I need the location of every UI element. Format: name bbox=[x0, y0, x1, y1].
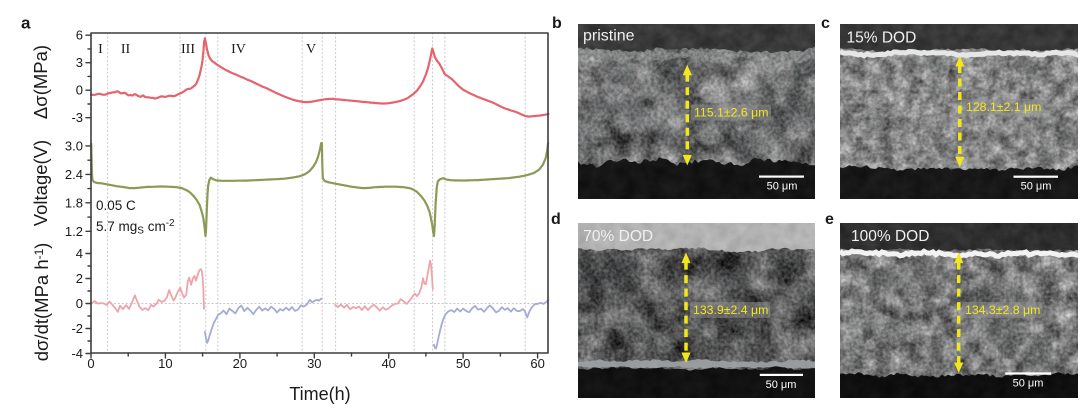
svg-text:128.1±2.1 μm: 128.1±2.1 μm bbox=[966, 100, 1041, 114]
svg-text:Voltage(V): Voltage(V) bbox=[30, 140, 51, 226]
svg-text:30: 30 bbox=[307, 356, 321, 371]
svg-text:15% DOD: 15% DOD bbox=[847, 30, 917, 47]
svg-text:3: 3 bbox=[76, 55, 83, 70]
svg-text:50: 50 bbox=[456, 356, 470, 371]
svg-text:0.05 C: 0.05 C bbox=[96, 198, 136, 213]
svg-text:pristine: pristine bbox=[583, 28, 635, 45]
svg-text:115.1±2.6 μm: 115.1±2.6 μm bbox=[694, 106, 768, 120]
svg-text:20: 20 bbox=[233, 356, 247, 371]
svg-text:50 μm: 50 μm bbox=[1021, 181, 1052, 193]
svg-text:-2: -2 bbox=[71, 321, 83, 336]
svg-text:Δσ(MPa): Δσ(MPa) bbox=[30, 45, 51, 119]
svg-text:50 μm: 50 μm bbox=[766, 379, 797, 391]
svg-text:0: 0 bbox=[87, 356, 94, 371]
svg-text:-4: -4 bbox=[71, 346, 83, 361]
svg-text:133.9±2.4 μm: 133.9±2.4 μm bbox=[693, 303, 768, 317]
svg-text:50 μm: 50 μm bbox=[767, 181, 798, 193]
svg-text:100% DOD: 100% DOD bbox=[851, 228, 929, 245]
svg-text:III: III bbox=[181, 42, 195, 57]
svg-text:3.0: 3.0 bbox=[65, 138, 83, 153]
svg-text:2: 2 bbox=[76, 271, 83, 286]
svg-text:5.7 mgS cm-2: 5.7 mgS cm-2 bbox=[96, 218, 175, 237]
svg-text:IV: IV bbox=[231, 42, 246, 57]
svg-text:70% DOD: 70% DOD bbox=[583, 228, 653, 245]
svg-text:40: 40 bbox=[381, 356, 395, 371]
svg-text:134.3±2.8 μm: 134.3±2.8 μm bbox=[965, 303, 1040, 317]
svg-text:1.2: 1.2 bbox=[65, 224, 83, 239]
svg-text:Time(h): Time(h) bbox=[289, 384, 350, 404]
svg-text:6: 6 bbox=[76, 28, 83, 43]
svg-text:4: 4 bbox=[76, 246, 83, 261]
svg-text:V: V bbox=[306, 42, 316, 57]
svg-text:a: a bbox=[21, 14, 31, 33]
svg-text:2.4: 2.4 bbox=[65, 167, 83, 182]
svg-text:-3: -3 bbox=[71, 110, 83, 125]
svg-text:dσ/dt(MPa h-1): dσ/dt(MPa h-1) bbox=[31, 243, 52, 362]
svg-text:0: 0 bbox=[76, 296, 83, 311]
svg-text:0: 0 bbox=[76, 83, 83, 98]
svg-text:1.8: 1.8 bbox=[65, 195, 83, 210]
svg-text:10: 10 bbox=[158, 356, 172, 371]
svg-text:I: I bbox=[98, 42, 103, 57]
svg-text:50 μm: 50 μm bbox=[1013, 377, 1044, 389]
svg-text:II: II bbox=[121, 42, 131, 57]
svg-text:60: 60 bbox=[530, 356, 544, 371]
